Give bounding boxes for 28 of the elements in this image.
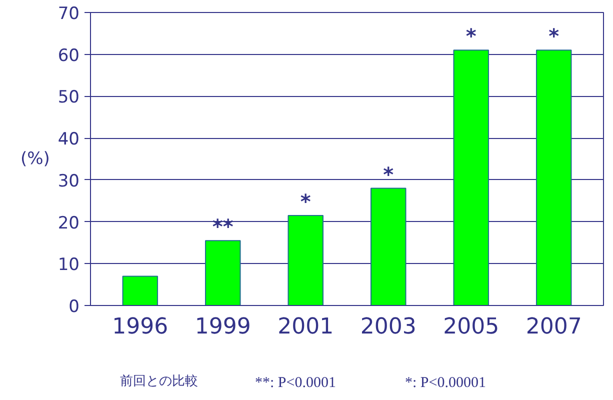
bar xyxy=(453,50,489,306)
y-tick-label: 50 xyxy=(58,88,80,108)
text: *: P<0.00001 xyxy=(405,374,486,393)
bar xyxy=(370,188,406,306)
x-tick-label: 2003 xyxy=(360,314,416,340)
y-tick-label: 0 xyxy=(68,297,80,317)
text: **: P<0.0001 xyxy=(255,374,336,393)
x-tick-label: 1996 xyxy=(112,314,168,340)
bar xyxy=(205,240,241,306)
annotation: * xyxy=(383,162,394,186)
bar xyxy=(288,215,324,306)
x-tick-label: 1999 xyxy=(194,314,251,340)
bar xyxy=(122,276,158,306)
x-tick-label: 2001 xyxy=(278,314,334,340)
y-tick-label: 10 xyxy=(58,255,80,276)
x-tick-label: 2005 xyxy=(443,314,500,340)
text: 前回との比較 xyxy=(120,373,198,391)
annotation: * xyxy=(548,24,560,48)
y-tick-label: 40 xyxy=(58,130,80,150)
bar xyxy=(536,50,572,306)
y-tick-label: 70 xyxy=(58,4,80,24)
x-tick-label: 2007 xyxy=(526,314,582,340)
y-tick-label: 60 xyxy=(58,46,80,66)
y-axis-title: (%) xyxy=(20,149,50,169)
annotation: * xyxy=(466,24,477,48)
y-tick-label: 30 xyxy=(58,171,80,192)
y-tick-label: 20 xyxy=(58,213,80,234)
annotation: * xyxy=(300,190,312,214)
